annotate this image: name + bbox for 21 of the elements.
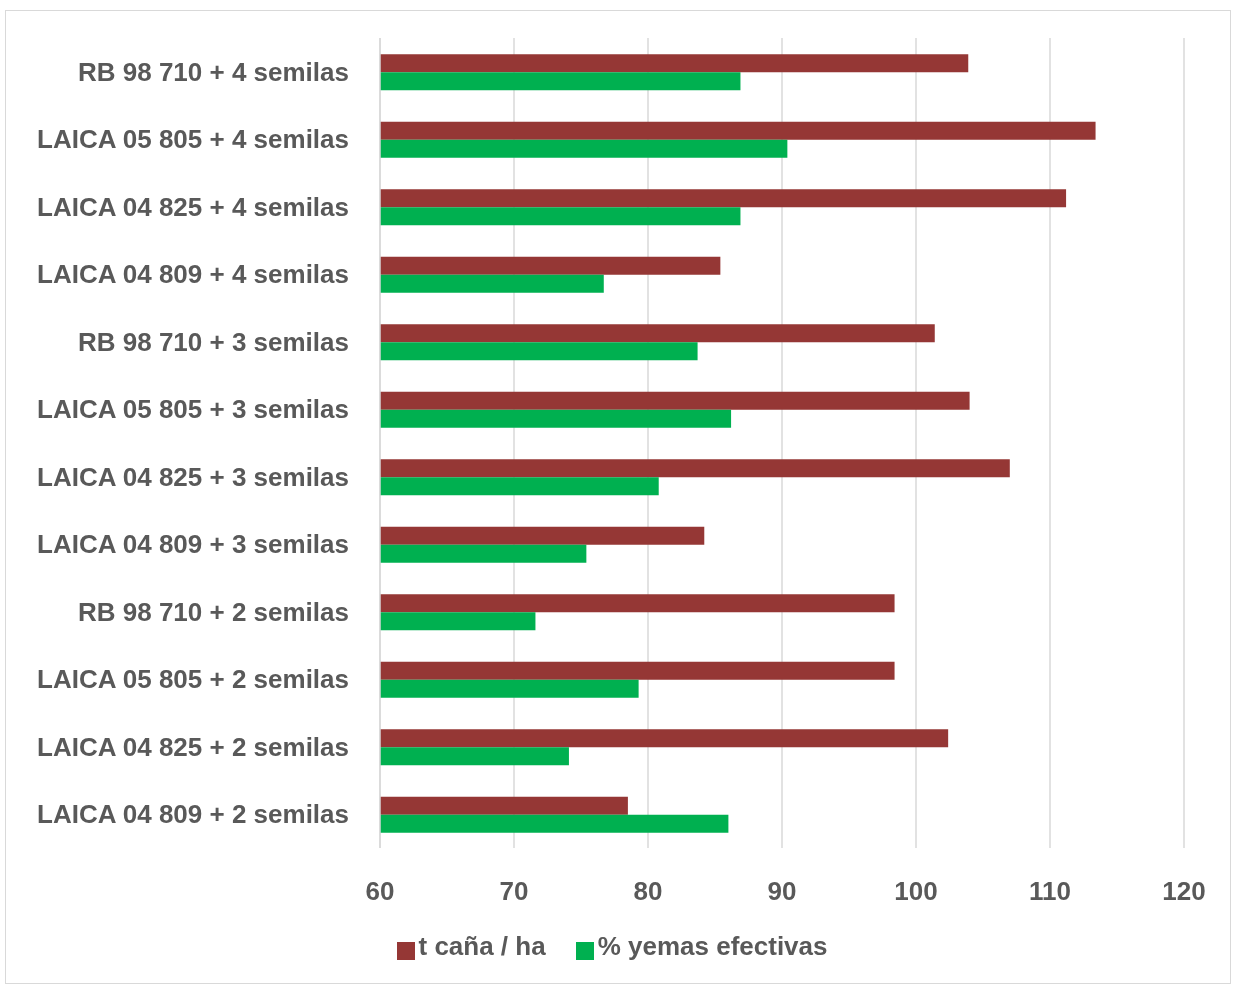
legend-label: t caña / ha xyxy=(418,931,546,961)
y-tick-label: LAICA 05 805 + 2 semilas xyxy=(37,664,349,695)
y-tick-label: LAICA 04 809 + 4 semilas xyxy=(37,259,349,290)
y-tick-label: LAICA 04 825 + 4 semilas xyxy=(37,191,349,222)
x-tick-label: 60 xyxy=(365,876,395,907)
y-tick-label: LAICA 05 805 + 3 semilas xyxy=(37,394,349,425)
x-tick-label: 120 xyxy=(1162,876,1206,907)
legend-label: % yemas efectivas xyxy=(597,931,828,961)
y-tick-label: RB 98 710 + 2 semilas xyxy=(77,596,349,627)
x-tick-label: 90 xyxy=(767,876,797,907)
y-tick-label: RB 98 710 + 3 semilas xyxy=(77,326,349,357)
y-tick-label: LAICA 04 825 + 2 semilas xyxy=(37,731,349,762)
y-tick-label: RB 98 710 + 4 semilas xyxy=(77,56,349,87)
x-tick-label: 80 xyxy=(633,876,663,907)
x-tick-label: 70 xyxy=(499,876,529,907)
y-tick-label: LAICA 05 805 + 4 semilas xyxy=(37,124,349,155)
x-tick-label: 110 xyxy=(1029,876,1071,907)
y-tick-label: LAICA 04 825 + 3 semilas xyxy=(37,461,349,492)
y-tick-label: LAICA 04 809 + 3 semilas xyxy=(37,529,349,560)
y-tick-label: LAICA 04 809 + 2 semilas xyxy=(37,799,349,830)
x-tick-label: 100 xyxy=(894,876,938,907)
